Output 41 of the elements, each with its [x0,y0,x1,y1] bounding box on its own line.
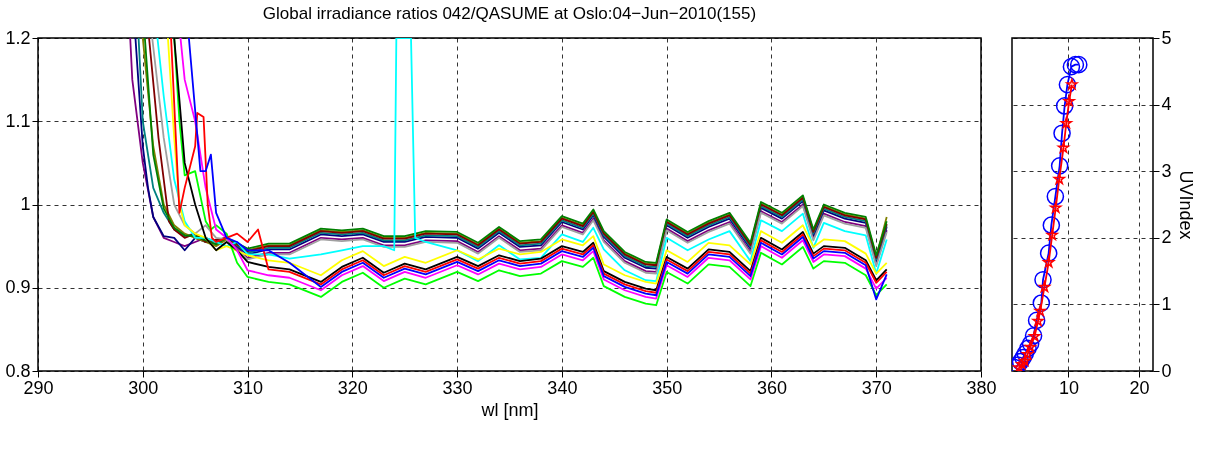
y-tick-label: 1 [20,194,31,214]
point [1012,352,1030,371]
x-tick-label: 320 [337,377,368,398]
point [1039,244,1058,262]
point [1055,97,1074,115]
point [1042,216,1061,234]
point [1046,187,1065,206]
y-tick-label: 4 [1161,94,1172,115]
point [1021,334,1040,353]
x-tick-label: 360 [756,377,787,398]
y-tick-label: 1.2 [5,27,31,48]
x-tick-label: 370 [861,377,892,398]
x-tick-label: 310 [233,377,264,398]
x-tick-label: 20 [1129,377,1150,398]
point [1053,124,1071,143]
y-tick-label: 0 [1161,360,1172,381]
point [1014,348,1032,367]
point [1016,344,1035,363]
y-tick-label: 0.9 [5,277,31,298]
point [1058,75,1077,94]
x-axis-title: wl [nm] [480,399,539,420]
point [1019,339,1037,358]
x-tick-label: 350 [652,377,683,398]
point [1050,157,1069,175]
x-tick-label: 340 [547,377,578,398]
x-tick-label: 330 [442,377,473,398]
point [1032,294,1051,312]
point [1057,141,1070,153]
chart-title: Global irradiance ratios 042/QASUME at Oslo:04−Jun−2010(155) [262,4,757,23]
y-tick-label: 3 [1161,160,1172,181]
y-tick-label: 1 [1161,293,1172,314]
y-tick-label: 5 [1161,27,1172,48]
point [1049,201,1062,213]
y-axis-title: UVIndex [1175,170,1196,240]
point [1042,256,1055,268]
y-tick-label: 1.1 [5,110,31,131]
x-tick-label: 300 [128,377,159,398]
x-tick-label: 10 [1058,377,1079,398]
y-tick-label: 2 [1161,227,1172,248]
x-tick-label: 380 [966,377,997,398]
point [1034,270,1052,289]
